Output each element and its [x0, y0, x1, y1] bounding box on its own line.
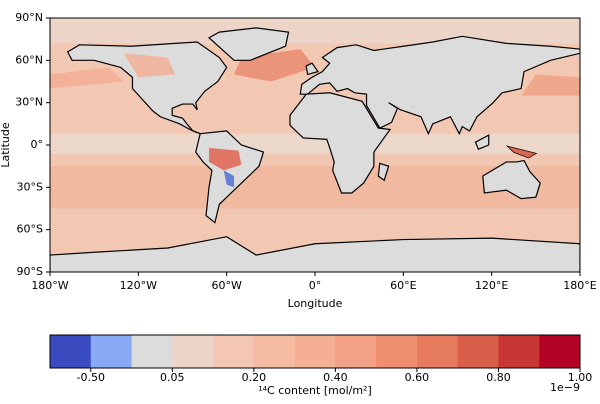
x-tick-label: 60°W [211, 279, 241, 292]
land [305, 62, 319, 76]
land-region [123, 53, 176, 78]
colorbar-tick-label: 0.40 [323, 371, 348, 384]
colorbar-swatch [498, 335, 540, 368]
x-tick-label: 60°E [390, 279, 416, 292]
y-tick-label: 30°N [15, 96, 43, 109]
ocean-region [50, 67, 124, 89]
colorbar-label: ¹⁴C content [mol/m²] [258, 384, 372, 397]
x-tick-label: 0° [309, 279, 322, 292]
colorbar-swatch [539, 335, 581, 368]
colorbar-swatch [131, 335, 173, 368]
land [289, 92, 392, 194]
land-region [507, 146, 536, 158]
ocean-region [50, 18, 580, 44]
colorbar-swatch [172, 335, 214, 368]
colorbar-tick-label: 0.05 [160, 371, 185, 384]
x-tick-label: 120°W [120, 279, 157, 292]
colorbar-tick-label: 0.80 [486, 371, 511, 384]
colorbar-swatch [253, 335, 296, 368]
y-tick-label: 90°N [15, 11, 43, 24]
colorbar-offset: 1e−9 [550, 381, 580, 394]
land [207, 27, 290, 61]
land [377, 162, 390, 182]
colorbar-tick-label: 0.60 [405, 371, 430, 384]
y-tick-label: 60°S [17, 223, 43, 236]
land-region [223, 170, 235, 188]
land [299, 35, 580, 136]
x-tick-label: 120°E [475, 279, 508, 292]
ocean-region [50, 166, 580, 209]
colorbar-frame [49, 334, 581, 369]
colorbar-swatch [90, 335, 133, 368]
x-axis-label: Longitude [288, 297, 343, 310]
y-tick-label: 60°N [15, 53, 43, 66]
colorbar-swatch [376, 335, 418, 368]
land [482, 159, 541, 200]
x-tick-label: 180°W [31, 279, 68, 292]
map [50, 18, 580, 272]
y-tick-label: 90°S [17, 265, 43, 278]
ocean-region [521, 74, 580, 96]
colorbar: -0.50 0.05 0.20 0.40 0.60 0.80 1.00 [49, 334, 593, 384]
ocean-region [50, 133, 580, 154]
colorbar-tick-label: 1.00 [568, 371, 593, 384]
colorbar-swatch [50, 335, 92, 368]
colorbar-swatch [416, 335, 459, 368]
land [474, 134, 490, 151]
land-region [209, 147, 242, 171]
colorbar-swatch [294, 335, 336, 368]
colorbar-swatch [335, 335, 377, 368]
colorbar-tick-label: -0.50 [77, 371, 105, 384]
colorbar-tick-label: 0.20 [242, 371, 267, 384]
y-tick-label: 30°S [17, 180, 43, 193]
x-tick-label: 180°E [563, 279, 596, 292]
colorbar-swatch [457, 335, 499, 368]
y-axis-label: Latitude [0, 122, 12, 168]
land [66, 41, 228, 135]
y-tick-label: 0° [31, 138, 44, 151]
colorbar-swatch [213, 335, 255, 368]
land [50, 236, 580, 272]
